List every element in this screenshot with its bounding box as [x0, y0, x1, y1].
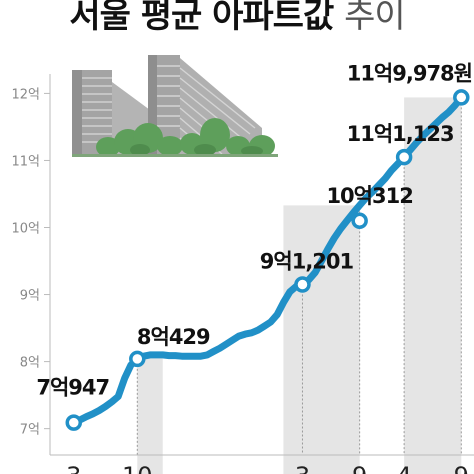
data-label-2: 8억429 [137, 325, 210, 349]
x-tick-label-2: 10 [122, 462, 153, 474]
y-tick-label-6: 12억 [11, 87, 40, 102]
data-label-5: 11억1,123 [347, 122, 454, 146]
marker-4 [351, 212, 368, 230]
marker-2 [129, 350, 146, 368]
markers [65, 89, 470, 431]
x-tick-label-4: 9 [352, 462, 367, 474]
chart-title: 서울 평균 아파트값 추이 [0, 0, 474, 37]
marker-3 [294, 276, 311, 293]
y-tick-label-5: 11억 [11, 154, 40, 169]
data-label-3: 9억1,201 [260, 249, 354, 273]
shade-band-3 [404, 97, 462, 474]
x-tick-label-1: 3 [66, 462, 81, 474]
y-tick-label-3: 9억 [20, 289, 40, 304]
data-label-4: 10억312 [326, 184, 412, 208]
highlight-bands [137, 97, 462, 474]
apartment-buildings-icon [72, 55, 278, 157]
y-tick-label-4: 10억 [11, 222, 40, 237]
x-tick-label-3: 3 [295, 462, 310, 474]
title-suffix: 추이 [344, 0, 406, 36]
title-main: 서울 평균 아파트값 [69, 0, 334, 36]
marker-5 [395, 148, 413, 166]
shade-band-1 [137, 354, 163, 474]
axes: 7억 8억 9억 10억 11억 12억 3 10 3 9 4 9 [11, 74, 474, 474]
marker-6 [453, 89, 470, 106]
guide-lines [136, 103, 462, 455]
y-tick-label-2: 8억 [20, 356, 40, 371]
x-tick-label-6: 9 [454, 462, 469, 474]
shade-band-2 [283, 205, 360, 474]
data-labels: 7억947 8억429 9억1,201 10억312 11억1,123 11억9,978원 [36, 61, 473, 400]
y-tick-label-1: 7억 [20, 423, 40, 438]
data-label-6: 11억9,978원 [347, 61, 472, 85]
x-tick-label-5: 4 [396, 462, 411, 474]
marker-1 [65, 414, 83, 431]
data-label-1: 7억947 [36, 376, 109, 400]
